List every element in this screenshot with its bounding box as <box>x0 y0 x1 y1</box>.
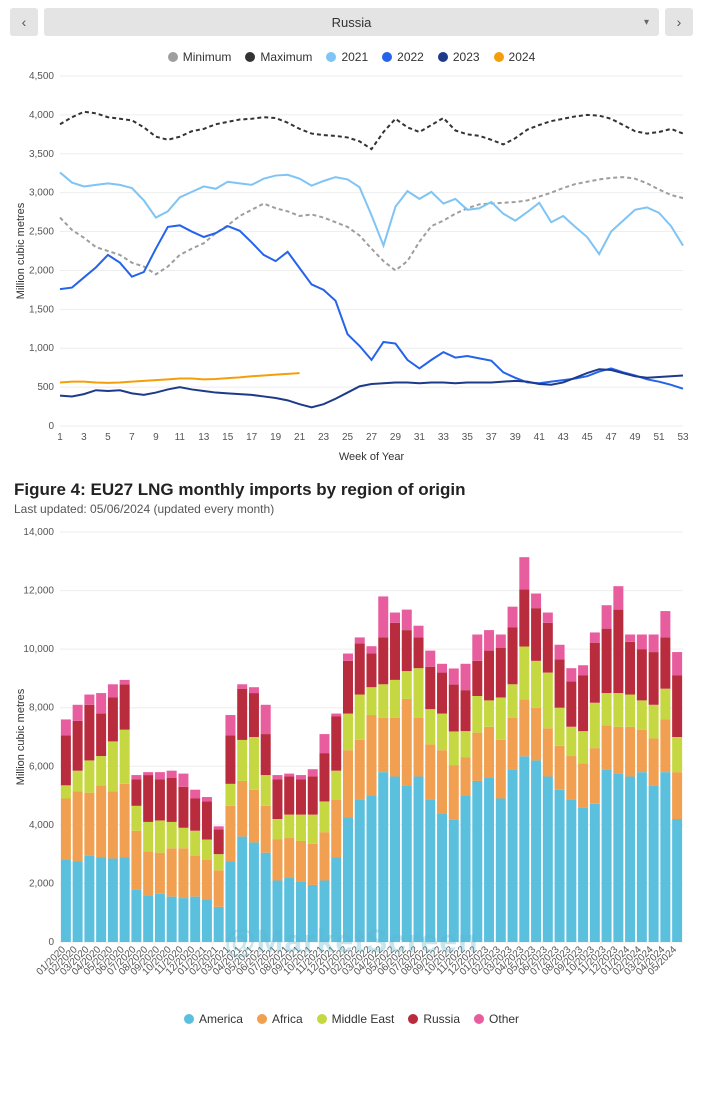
svg-text:25: 25 <box>342 432 354 443</box>
legend-dot <box>168 52 178 62</box>
next-button[interactable]: › <box>665 8 693 36</box>
svg-text:3: 3 <box>81 432 87 443</box>
legend-label: Minimum <box>183 50 232 64</box>
legend-dot <box>245 52 255 62</box>
bar-chart: 02,0004,0006,0008,00010,00012,00014,0000… <box>0 522 703 1006</box>
line-chart: 0 500 1,000 1,500 2,000 2,500 3,000 3,500 4,000 4… <box>0 66 703 470</box>
legend-item[interactable]: 2022 <box>382 50 424 64</box>
svg-text:1,500: 1,500 <box>29 304 54 315</box>
legend-item[interactable]: Minimum <box>168 50 232 64</box>
svg-text:41: 41 <box>534 432 546 443</box>
svg-text:12,000: 12,000 <box>23 586 54 597</box>
svg-text:2,000: 2,000 <box>29 265 54 276</box>
legend-dot <box>408 1014 418 1024</box>
svg-text:51: 51 <box>653 432 665 443</box>
legend-dot <box>326 52 336 62</box>
svg-text:9: 9 <box>153 432 159 443</box>
svg-text:4,000: 4,000 <box>29 820 54 831</box>
legend-label: Middle East <box>332 1012 395 1026</box>
line-chart-legend: Minimum Maximum 2021 2022 2023 2024 <box>0 44 703 66</box>
legend-label: Maximum <box>260 50 312 64</box>
svg-text:35: 35 <box>462 432 474 443</box>
svg-text:8,000: 8,000 <box>29 703 54 714</box>
svg-text:Million cubic metres: Million cubic metres <box>15 688 27 785</box>
svg-text:500: 500 <box>37 382 54 393</box>
svg-text:0: 0 <box>48 937 54 948</box>
legend-label: Russia <box>423 1012 460 1026</box>
legend-item[interactable]: 2023 <box>438 50 480 64</box>
legend-item[interactable]: Middle East <box>317 1012 395 1026</box>
legend-label: Africa <box>272 1012 303 1026</box>
legend-dot <box>184 1014 194 1024</box>
bar-chart-legend: America Africa Middle East Russia Other <box>0 1006 703 1038</box>
legend-item[interactable]: Other <box>474 1012 519 1026</box>
svg-text:27: 27 <box>366 432 378 443</box>
svg-text:5: 5 <box>105 432 111 443</box>
svg-text:0: 0 <box>48 421 54 432</box>
svg-text:3,000: 3,000 <box>29 188 54 199</box>
legend-dot <box>382 52 392 62</box>
legend-label: 2022 <box>397 50 424 64</box>
svg-text:29: 29 <box>390 432 402 443</box>
svg-text:Million cubic metres: Million cubic metres <box>15 202 27 299</box>
legend-dot <box>474 1014 484 1024</box>
chevron-down-icon: ▾ <box>644 17 649 28</box>
svg-text:13: 13 <box>198 432 210 443</box>
legend-item[interactable]: Maximum <box>245 50 312 64</box>
legend-item[interactable]: 2024 <box>494 50 536 64</box>
figure-title: Figure 4: EU27 LNG monthly imports by re… <box>0 470 703 502</box>
legend-label: America <box>199 1012 243 1026</box>
selector-nav: ‹ Russia ▾ › <box>0 0 703 44</box>
svg-text:39: 39 <box>510 432 522 443</box>
legend-dot <box>438 52 448 62</box>
svg-text:1,000: 1,000 <box>29 343 54 354</box>
svg-text:15: 15 <box>222 432 234 443</box>
svg-text:1: 1 <box>57 432 63 443</box>
figure-subtitle: Last updated: 05/06/2024 (updated every … <box>0 502 703 522</box>
svg-text:37: 37 <box>486 432 498 443</box>
svg-text:10,000: 10,000 <box>23 644 54 655</box>
legend-label: Other <box>489 1012 519 1026</box>
svg-text:14,000: 14,000 <box>23 527 54 538</box>
svg-text:Week of Year: Week of Year <box>339 451 405 463</box>
svg-text:47: 47 <box>606 432 618 443</box>
svg-text:45: 45 <box>582 432 594 443</box>
legend-dot <box>257 1014 267 1024</box>
svg-text:49: 49 <box>630 432 642 443</box>
svg-text:33: 33 <box>438 432 450 443</box>
svg-text:2,500: 2,500 <box>29 227 54 238</box>
svg-text:43: 43 <box>558 432 570 443</box>
svg-text:23: 23 <box>318 432 330 443</box>
svg-text:6,000: 6,000 <box>29 761 54 772</box>
legend-item[interactable]: America <box>184 1012 243 1026</box>
svg-text:11: 11 <box>175 432 186 443</box>
svg-text:17: 17 <box>246 432 258 443</box>
svg-text:7: 7 <box>129 432 135 443</box>
svg-text:4,500: 4,500 <box>29 71 54 82</box>
legend-label: 2021 <box>341 50 368 64</box>
svg-text:53: 53 <box>677 432 689 443</box>
legend-dot <box>317 1014 327 1024</box>
legend-item[interactable]: 2021 <box>326 50 368 64</box>
svg-text:31: 31 <box>414 432 426 443</box>
svg-text:2,000: 2,000 <box>29 878 54 889</box>
svg-text:21: 21 <box>294 432 306 443</box>
prev-button[interactable]: ‹ <box>10 8 38 36</box>
country-dropdown[interactable]: Russia ▾ <box>44 8 659 36</box>
svg-text:3,500: 3,500 <box>29 149 54 160</box>
svg-text:4,000: 4,000 <box>29 110 54 121</box>
svg-text:19: 19 <box>270 432 282 443</box>
legend-label: 2023 <box>453 50 480 64</box>
legend-dot <box>494 52 504 62</box>
legend-label: 2024 <box>509 50 536 64</box>
legend-item[interactable]: Russia <box>408 1012 460 1026</box>
dropdown-value: Russia <box>332 15 372 30</box>
legend-item[interactable]: Africa <box>257 1012 303 1026</box>
